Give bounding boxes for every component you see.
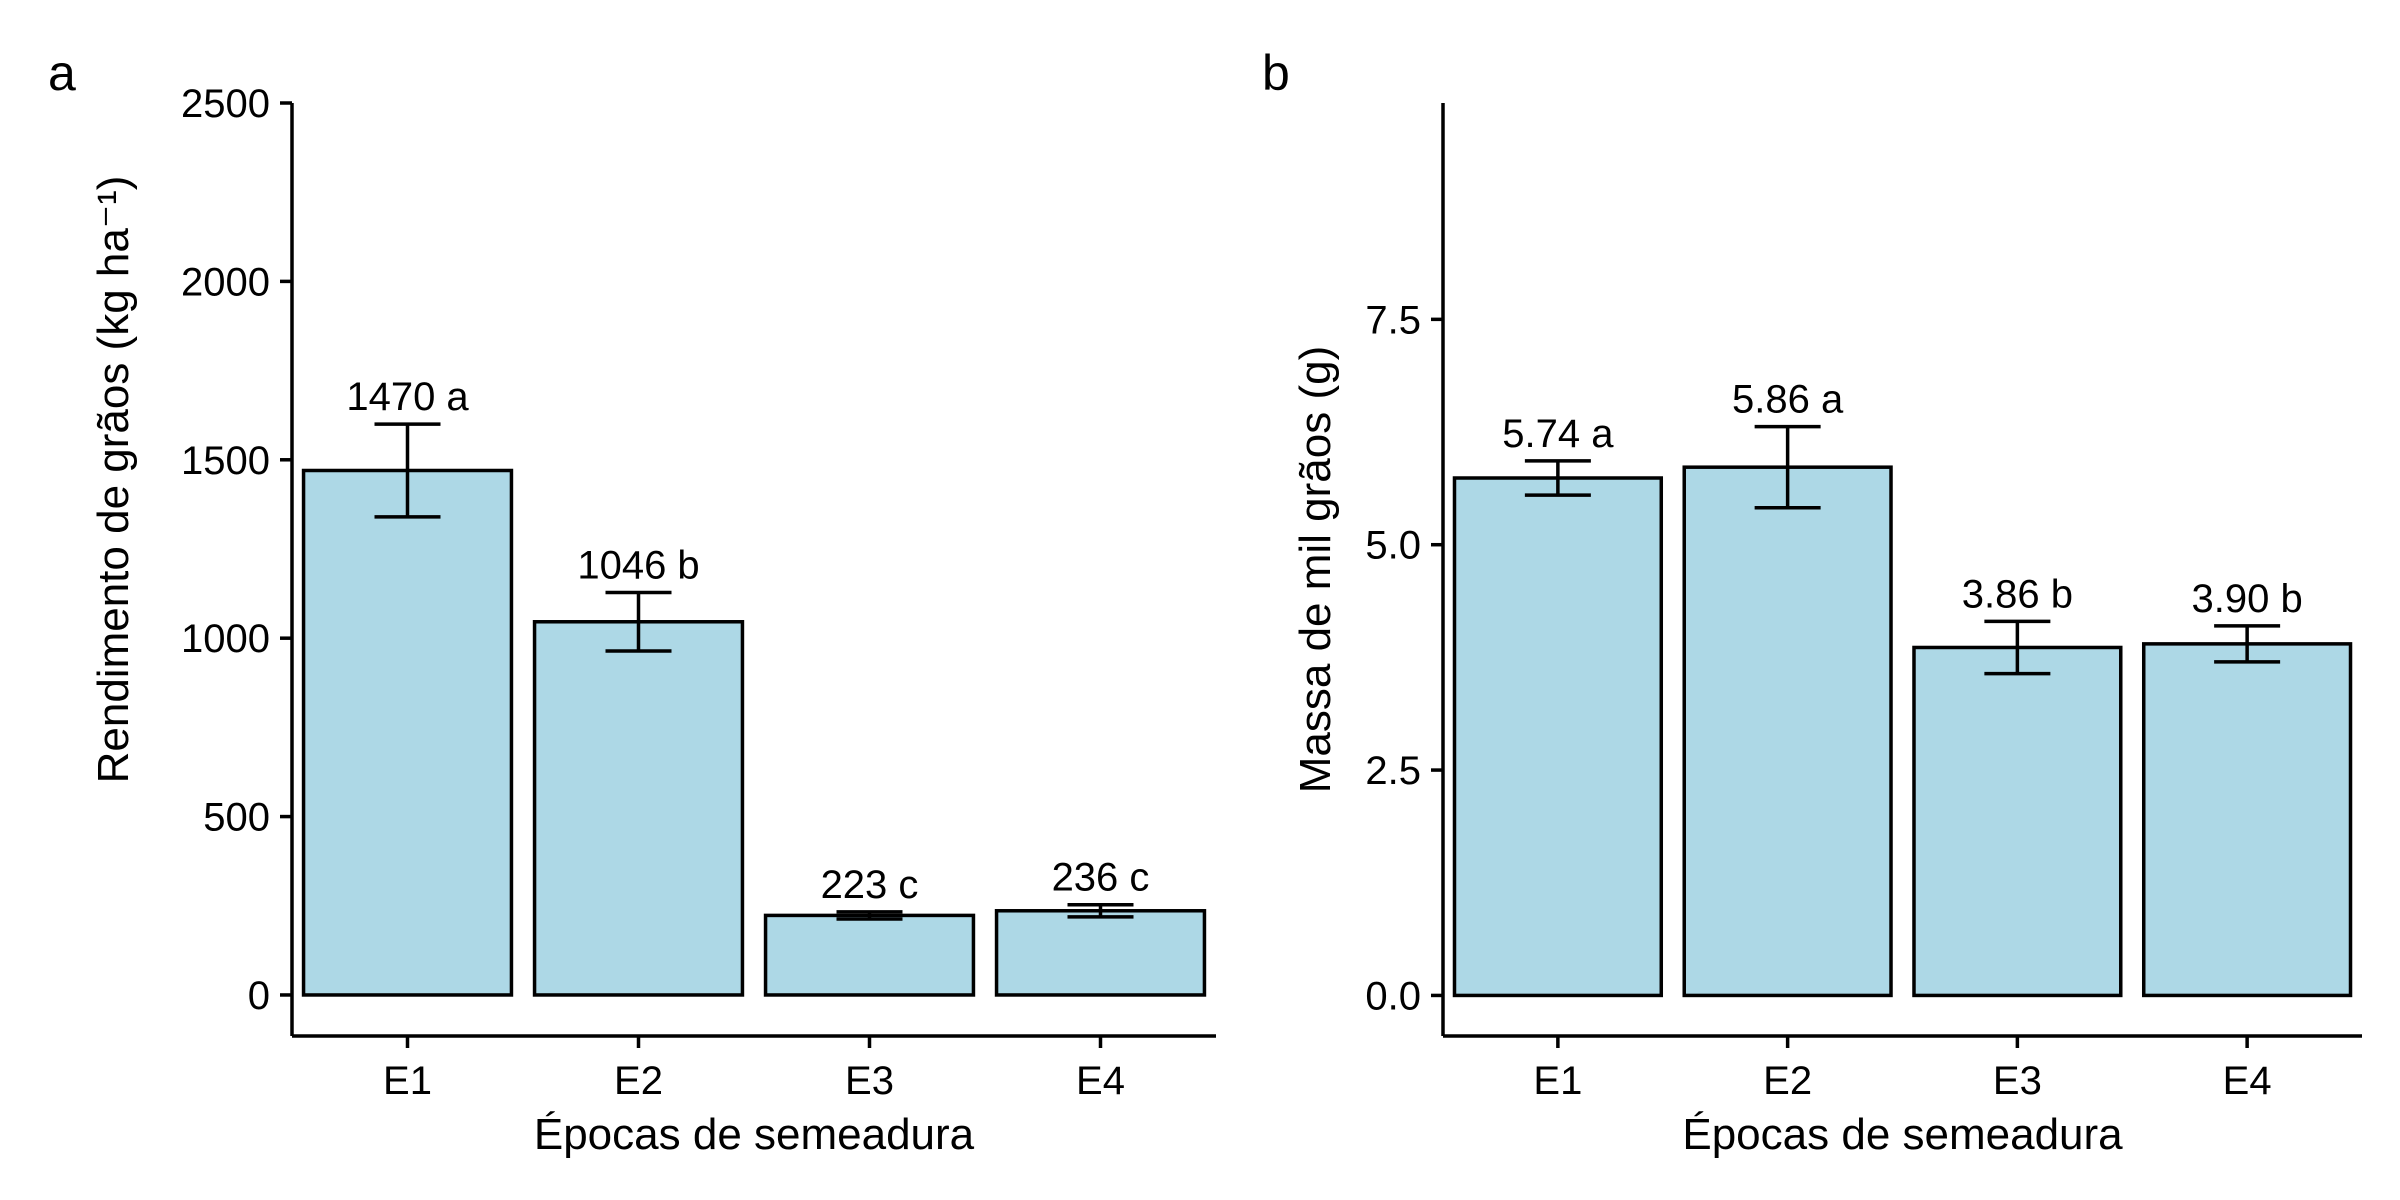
bar-e4 [2141, 642, 2353, 998]
y-tick-label: 1000 [181, 617, 270, 661]
y-tick-label: 7.5 [1365, 298, 1421, 342]
y-tick-label: 1500 [181, 439, 270, 483]
x-tick-label-e3: E3 [845, 1059, 894, 1103]
bar-e2 [532, 620, 745, 997]
x-axis-title: Épocas de semeadura [1682, 1110, 2123, 1159]
data-label-e4: 236 c [1052, 856, 1150, 900]
panel-letter: a [48, 45, 76, 101]
bar-e3 [763, 913, 976, 997]
y-tick-label: 2500 [181, 82, 270, 126]
data-label-e2: 1046 b [577, 544, 699, 588]
chart-panel-b: b 5.74 a 5.86 a 3.86 b 3.90 b 0.0 2.5 5.0 7.5 E1 E… [1262, 45, 2362, 1159]
data-label-e3: 3.86 b [1962, 572, 2073, 616]
y-tick-label: 500 [203, 796, 270, 840]
bar-e2 [1682, 465, 1893, 998]
y-tick-label: 2.5 [1365, 749, 1421, 793]
data-label-e1: 5.74 a [1502, 412, 1614, 456]
bar-e4 [994, 909, 1207, 997]
y-tick-label: 0 [248, 974, 270, 1018]
x-tick-label-e1: E1 [1533, 1059, 1582, 1103]
data-label-e2: 5.86 a [1732, 378, 1844, 422]
data-label-e3: 223 c [821, 863, 919, 907]
y-axis-title: Massa de mil grãos (g) [1291, 346, 1340, 793]
x-tick-label-e4: E4 [2223, 1059, 2272, 1103]
bar-e3 [1912, 645, 2123, 998]
bar-e1 [1452, 476, 1664, 998]
data-label-e4: 3.90 b [2192, 577, 2303, 621]
y-tick-label: 5.0 [1365, 524, 1421, 568]
data-label-e1: 1470 a [346, 375, 469, 419]
x-tick-label-e1: E1 [383, 1059, 432, 1103]
chart-panel-a: a 1470 a 1046 b 223 c 236 c 0 500 1000 1500 2000 2… [48, 45, 1216, 1159]
y-tick-label: 0.0 [1365, 974, 1421, 1018]
y-tick-label: 2000 [181, 260, 270, 304]
panel-letter: b [1262, 45, 1290, 101]
y-axis-title: Rendimento de grãos (kg ha⁻¹) [89, 176, 138, 784]
x-tick-label-e2: E2 [614, 1059, 663, 1103]
x-tick-label-e3: E3 [1993, 1059, 2042, 1103]
bar-e1 [301, 468, 514, 997]
x-tick-label-e2: E2 [1763, 1059, 1812, 1103]
x-axis-title: Épocas de semeadura [534, 1110, 975, 1159]
x-tick-label-e4: E4 [1076, 1059, 1125, 1103]
